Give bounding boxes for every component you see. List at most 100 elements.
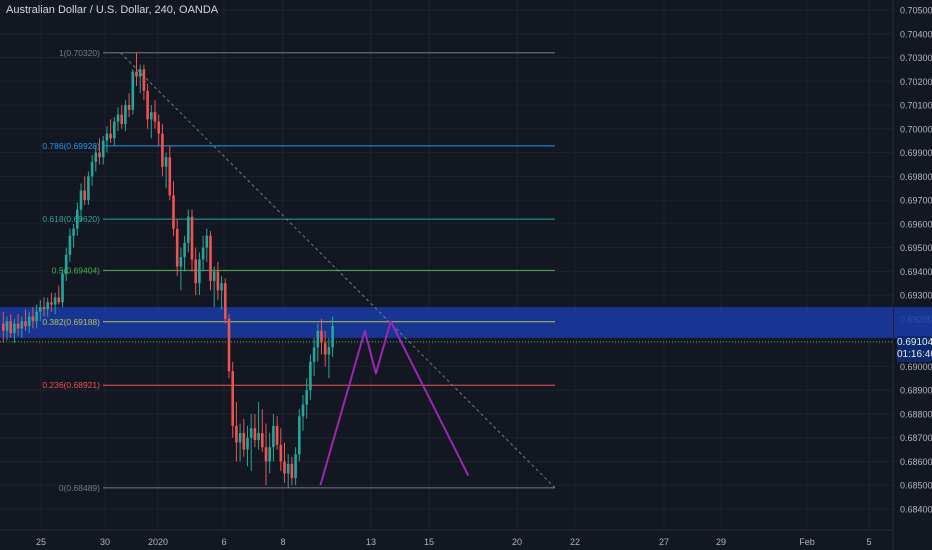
candle-body <box>331 326 334 348</box>
candle-body <box>24 321 27 327</box>
x-tick-label: 20 <box>512 537 522 547</box>
candle-body <box>201 247 205 260</box>
candle-body <box>216 271 220 291</box>
x-tick-label: 25 <box>36 537 46 547</box>
candle-body <box>168 157 172 196</box>
y-tick-label: 0.70300 <box>900 53 932 63</box>
candle-body <box>227 318 231 372</box>
candle-body <box>294 454 297 479</box>
candle-body <box>153 112 157 122</box>
y-tick-label: 0.69900 <box>900 148 932 158</box>
candle-body <box>31 316 35 322</box>
y-tick-label: 0.69700 <box>900 196 932 206</box>
candle-body <box>2 323 5 331</box>
candle-body <box>261 432 264 448</box>
x-tick-label: 29 <box>716 537 726 547</box>
y-tick-label: 0.68800 <box>900 409 932 419</box>
x-tick-label: 30 <box>100 537 110 547</box>
candle-body <box>190 216 194 260</box>
candle-body <box>264 447 268 462</box>
candle-body <box>68 235 72 255</box>
y-tick-label: 0.68500 <box>900 481 932 491</box>
candle-body <box>9 321 12 334</box>
candle-body <box>309 361 312 391</box>
candle-body <box>135 71 138 77</box>
y-tick-label: 0.69000 <box>900 362 932 372</box>
candle-body <box>35 311 38 322</box>
candle-body <box>242 432 246 450</box>
candle-body <box>205 235 209 248</box>
fib-level-label: 0.786(0.69928) <box>42 141 100 151</box>
x-tick-label: Feb <box>799 537 815 547</box>
bar-countdown: 01:16:40 <box>897 349 932 360</box>
fib-level-label: 1(0.70320) <box>59 48 100 58</box>
candle-body <box>76 209 79 229</box>
candle-body <box>183 242 186 258</box>
candle-body <box>290 463 294 479</box>
candle-body <box>20 321 24 329</box>
candle-body <box>209 235 212 281</box>
candle-body <box>90 162 94 177</box>
y-tick-label: 0.69300 <box>900 291 932 301</box>
candle-body <box>50 302 53 305</box>
candle-body <box>323 342 327 355</box>
candle-body <box>105 133 109 141</box>
candle-body <box>231 371 234 426</box>
y-tick-label: 0.68600 <box>900 457 932 467</box>
x-tick-label: 27 <box>659 537 669 547</box>
candle-body <box>87 176 90 201</box>
y-tick-label: 0.68900 <box>900 386 932 396</box>
candle-body <box>172 195 175 229</box>
candle-body <box>301 404 305 417</box>
candle-body <box>61 273 64 303</box>
x-tick-label: 6 <box>221 537 226 547</box>
x-tick-label: 22 <box>570 537 580 547</box>
candle-body <box>198 259 201 284</box>
candle-body <box>224 283 227 319</box>
candle-body <box>305 390 308 405</box>
candle-body <box>27 316 31 327</box>
candle-body <box>127 105 131 110</box>
y-tick-label: 0.69400 <box>900 267 932 277</box>
candle-body <box>83 190 86 201</box>
candle-body <box>164 157 168 167</box>
candle-body <box>109 133 112 139</box>
x-tick-label: 8 <box>280 537 285 547</box>
candle-body <box>57 297 61 303</box>
fib-level-label: 0.382(0.69188) <box>42 317 100 327</box>
candle-body <box>187 216 190 243</box>
y-tick-label: 0.70100 <box>900 101 932 111</box>
fib-level-label: 0.5(0.69404) <box>52 265 100 275</box>
y-tick-label: 0.70200 <box>900 77 932 87</box>
candle-body <box>275 425 279 445</box>
candle-body <box>5 321 9 331</box>
current-price-tag: 0.69104 01:16:40 <box>897 336 932 362</box>
candle-body <box>253 428 257 441</box>
chart-title: Australian Dollar / U.S. Dollar, 240, OA… <box>6 4 219 16</box>
y-tick-label: 0.69800 <box>900 172 932 182</box>
resistance-zone <box>0 307 893 338</box>
y-tick-label: 0.70400 <box>900 29 932 39</box>
candle-body <box>246 437 249 450</box>
candle-body <box>124 105 127 125</box>
candle-body <box>13 323 16 334</box>
candle-body <box>298 416 301 455</box>
candle-body <box>320 330 323 343</box>
y-tick-label: 0.68400 <box>900 505 932 515</box>
dashed-trendline <box>120 52 556 489</box>
candle-body <box>279 444 283 462</box>
y-tick-label: 0.68700 <box>900 433 932 443</box>
candle-body <box>64 254 68 274</box>
candle-body <box>150 112 153 120</box>
candle-body <box>131 71 135 110</box>
candle-body <box>257 432 260 441</box>
candle-body <box>53 297 57 305</box>
candle-body <box>161 133 164 167</box>
candle-body <box>42 307 46 310</box>
candle-body <box>116 114 120 122</box>
y-tick-label: 0.70000 <box>900 124 932 134</box>
y-tick-label: 0.70500 <box>900 6 932 16</box>
